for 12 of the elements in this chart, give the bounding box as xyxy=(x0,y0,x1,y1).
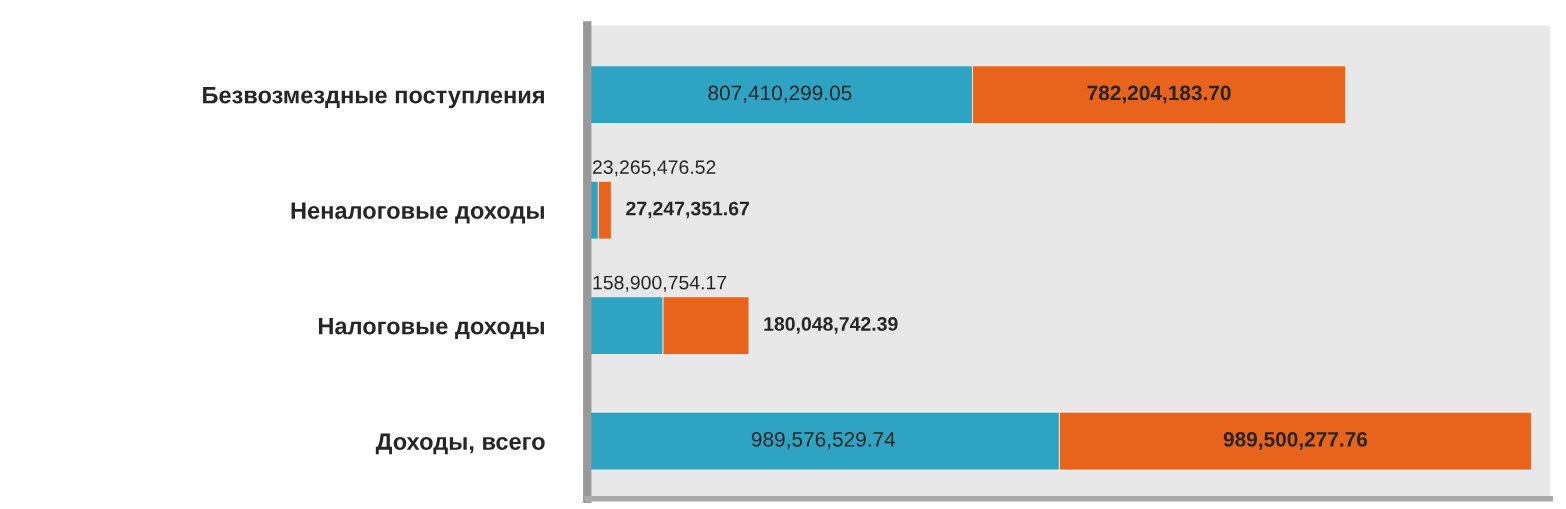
data-label: 158,900,754.17 xyxy=(593,275,727,292)
y-tick-label: Безвозмездные поступления xyxy=(203,87,544,109)
data-label: 27,247,351.67 xyxy=(626,201,750,219)
data-label: 807,410,299.05 xyxy=(708,85,852,103)
y-tick-label: Неналоговые доходы xyxy=(291,202,544,224)
data-label: 180,048,742.39 xyxy=(764,317,898,334)
y-tick-label: Доходы, всего xyxy=(375,433,545,455)
data-label: 989,500,277.76 xyxy=(1223,431,1368,450)
data-label: 989,576,529.74 xyxy=(751,431,896,450)
y-tick-label: Налоговые доходы xyxy=(318,317,544,339)
data-label: 782,204,183.70 xyxy=(1087,85,1231,104)
data-label: 23,265,476.52 xyxy=(592,160,716,177)
